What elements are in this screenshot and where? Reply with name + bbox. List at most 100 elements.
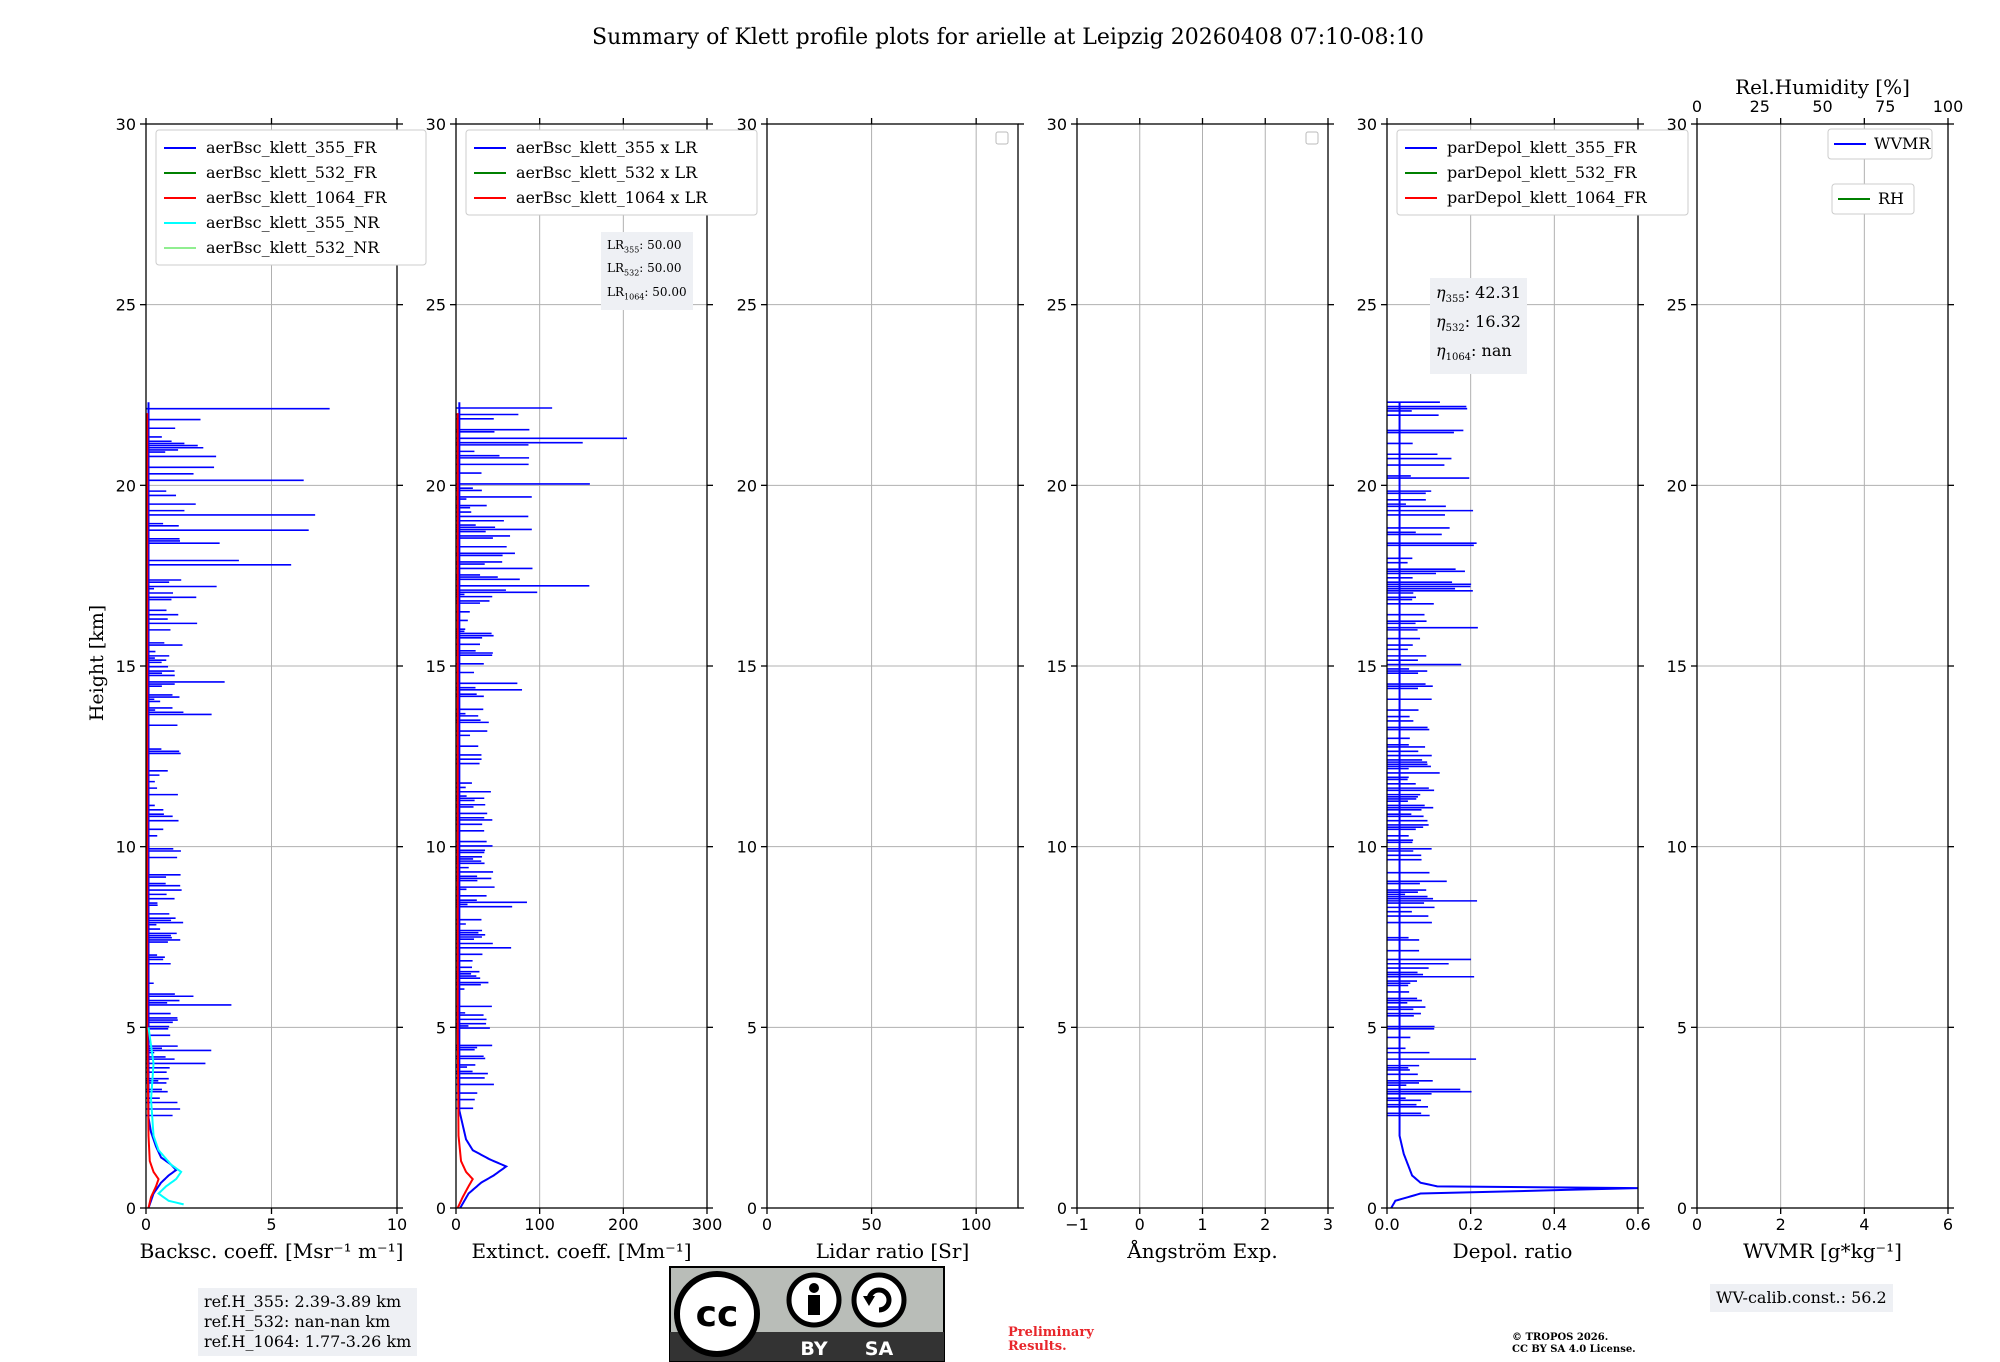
top-x-tick-label: 25 (1750, 97, 1770, 116)
wv-calib-text: WV-calib.const.: 56.2 (1716, 1288, 1887, 1307)
legend-box (155, 129, 427, 266)
y-tick-label: 25 (737, 296, 757, 315)
y-tick-label: 25 (116, 296, 136, 315)
cc-icon-text: cc (696, 1294, 739, 1335)
top-x-tick-label: 50 (1812, 97, 1832, 116)
eta-532-line: η532: 16.32 (1436, 312, 1521, 335)
lr-532-line: LR532: 50.00 (607, 261, 682, 278)
y-tick-label: 5 (747, 1018, 757, 1037)
y-tick-label: 15 (116, 657, 136, 676)
legend-entry: parDepol_klett_1064_FR (1447, 188, 1648, 207)
y-tick-label: 15 (1357, 657, 1377, 676)
eta-box: η355: 42.31 η532: 16.32 η1064: nan (1430, 278, 1527, 374)
wv-calib-box: WV-calib.const.: 56.2 (1710, 1284, 1893, 1312)
x-axis-label: Extinct. coeff. [Mm⁻¹] (471, 1239, 691, 1263)
y-tick-label: 0 (436, 1199, 446, 1218)
x-tick-label: 6 (1943, 1215, 1953, 1234)
y-tick-label: 5 (1367, 1018, 1377, 1037)
legend-entry: aerBsc_klett_532 x LR (516, 163, 698, 182)
y-tick-label: 5 (436, 1018, 446, 1037)
y-tick-label: 20 (116, 476, 136, 495)
ref-h-532: ref.H_532: nan-nan km (204, 1312, 391, 1331)
legend-box (1396, 129, 1689, 216)
y-tick-label: 25 (1357, 296, 1377, 315)
series-noise-parDepol_klett_355_FR (1387, 401, 1478, 1117)
x-tick-label: 50 (861, 1215, 881, 1234)
y-tick-label: 20 (1047, 476, 1067, 495)
legend-entry: aerBsc_klett_355_FR (206, 138, 377, 157)
legend-entry: parDepol_klett_355_FR (1447, 138, 1638, 157)
lr-355-line: LR355: 50.00 (607, 238, 682, 255)
x-tick-label: 0 (141, 1215, 151, 1234)
x-tick-label: 2 (1776, 1215, 1786, 1234)
y-tick-label: 30 (737, 115, 757, 134)
legend-box (1827, 128, 1933, 160)
x-tick-label: 0 (762, 1215, 772, 1234)
x-tick-label: 0.4 (1542, 1215, 1567, 1234)
y-tick-label: 0 (1677, 1199, 1687, 1218)
cc-license-badge: cc BY SA (669, 1266, 945, 1362)
series-noise-aerBsc_klett_355 x LR (456, 407, 627, 1110)
y-tick-label: 10 (1667, 838, 1687, 857)
figure-title: Summary of Klett profile plots for ariel… (592, 25, 1424, 50)
eta-1064-line: η1064: nan (1436, 341, 1512, 364)
x-tick-label: 5 (266, 1215, 276, 1234)
panel-bsc: 0 5 10 0 5 10 15 20 25 30 Backsc. coeff. [Msr⁻¹ m⁻… (116, 115, 427, 1263)
legend-entry: WVMR (1874, 134, 1931, 153)
x-tick-label: −1 (1065, 1215, 1089, 1234)
legend-entry: parDepol_klett_532_FR (1447, 163, 1638, 182)
y-tick-label: 0 (126, 1199, 136, 1218)
height-axis-label: Height [km] (86, 605, 108, 721)
y-tick-label: 5 (126, 1018, 136, 1037)
y-tick-label: 30 (116, 115, 136, 134)
top-x-tick-label: 100 (1933, 97, 1964, 116)
legend-entry: aerBsc_klett_355 x LR (516, 138, 698, 157)
empty-legend-box (995, 131, 1009, 145)
x-axis-label: Backsc. coeff. [Msr⁻¹ m⁻¹] (140, 1239, 404, 1263)
empty-legend-box (1305, 131, 1319, 145)
x-tick-label: 100 (524, 1215, 555, 1234)
preliminary-note: Preliminary Results. (1008, 1325, 1094, 1354)
y-tick-label: 0 (1057, 1199, 1067, 1218)
y-tick-label: 15 (737, 657, 757, 676)
panel-wv: 0 2 4 6 0 5 10 15 20 25 30 WVMR [g*kg⁻¹] 0 25 50 75 100 R… (1667, 75, 1964, 1263)
x-tick-label: 300 (692, 1215, 723, 1234)
y-tick-label: 20 (426, 476, 446, 495)
ref-h-355: ref.H_355: 2.39-3.89 km (204, 1292, 402, 1311)
cc-icon (674, 1271, 760, 1357)
y-tick-label: 30 (1357, 115, 1377, 134)
x-axis-label: Ångström Exp. (1126, 1238, 1277, 1263)
y-tick-label: 10 (1047, 838, 1067, 857)
x-tick-label: 1 (1197, 1215, 1207, 1234)
panel-lr: 0 50 100 0 5 10 15 20 25 30 Lidar ratio [Sr] (737, 115, 1024, 1263)
x-tick-label: 10 (387, 1215, 407, 1234)
x-tick-label: 0.6 (1625, 1215, 1650, 1234)
top-x-tick-label: 0 (1692, 97, 1702, 116)
top-x-tick-label: 75 (1875, 97, 1895, 116)
y-tick-label: 15 (1047, 657, 1067, 676)
x-tick-label: 4 (1859, 1215, 1869, 1234)
y-tick-label: 0 (1367, 1199, 1377, 1218)
x-axis-label: Lidar ratio [Sr] (816, 1239, 970, 1263)
y-tick-label: 5 (1057, 1018, 1067, 1037)
top-axis-label: Rel.Humidity [%] (1735, 75, 1910, 99)
y-tick-label: 20 (1667, 476, 1687, 495)
y-tick-label: 0 (747, 1199, 757, 1218)
x-tick-label: 2 (1260, 1215, 1270, 1234)
lr-1064-line: LR1064: 50.00 (607, 284, 687, 302)
x-axis-label: Depol. ratio (1453, 1239, 1573, 1263)
x-tick-label: 0 (1692, 1215, 1702, 1234)
y-tick-label: 30 (1667, 115, 1687, 134)
lidar-ratio-box: LR355: 50.00 LR532: 50.00 LR1064: 50.00 (601, 232, 693, 311)
x-tick-label: 100 (961, 1215, 992, 1234)
ref-h-1064: ref.H_1064: 1.77-3.26 km (204, 1332, 412, 1351)
y-tick-label: 15 (426, 657, 446, 676)
series-noise-aerBsc_klett_355_FR (146, 407, 330, 1117)
legend-entry: aerBsc_klett_1064 x LR (516, 188, 708, 207)
series-aerBsc_klett_355_NR (147, 1027, 184, 1206)
x-tick-label: 0 (451, 1215, 461, 1234)
y-tick-label: 25 (1667, 296, 1687, 315)
